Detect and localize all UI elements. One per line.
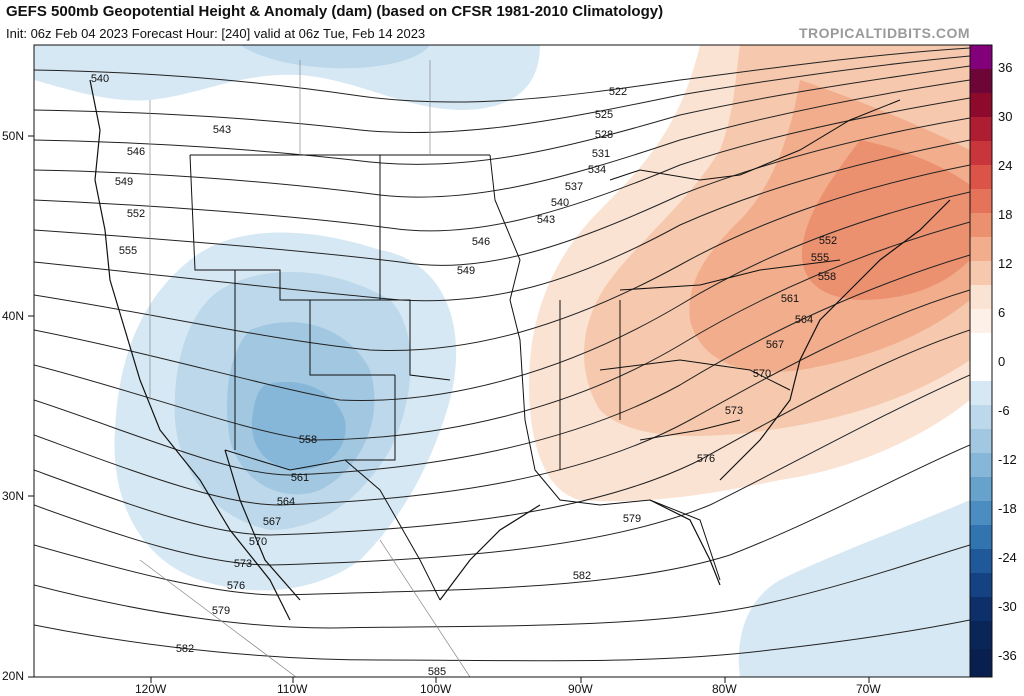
contour-label: 564 xyxy=(795,314,813,326)
colorbar-tick-label: 0 xyxy=(998,354,1005,369)
colorbar-swatch xyxy=(970,237,992,261)
colorbar-tick-label: 12 xyxy=(998,256,1012,271)
contour-label: 549 xyxy=(115,176,133,188)
contour-label: 561 xyxy=(781,293,799,305)
contour-label: 579 xyxy=(212,605,230,617)
colorbar-tick-label: -36 xyxy=(998,648,1017,663)
contour-label: 573 xyxy=(725,405,743,417)
map-title: GEFS 500mb Geopotential Height & Anomaly… xyxy=(6,3,664,20)
contour-label: 543 xyxy=(213,124,231,136)
contour-label: 546 xyxy=(127,146,145,158)
colorbar-swatch xyxy=(970,285,992,309)
latitude-label: 20N xyxy=(2,669,25,683)
contour-label: 573 xyxy=(234,558,252,570)
colorbar-tick-label: 36 xyxy=(998,60,1012,75)
anomaly-colorbar xyxy=(969,44,993,678)
colorbar-swatch xyxy=(970,189,992,213)
longitude-label: 70W xyxy=(856,682,881,696)
longitude-label: 80W xyxy=(712,682,737,696)
longitude-label: 100W xyxy=(420,682,452,696)
colorbar-swatch xyxy=(970,477,992,501)
colorbar-swatch xyxy=(970,621,992,649)
colorbar-tick-label: -12 xyxy=(998,452,1017,467)
latitude-label: 30N xyxy=(2,489,25,503)
negative-anomaly-area xyxy=(738,500,970,677)
contour-label: 540 xyxy=(551,197,569,209)
colorbar-tick-label: 18 xyxy=(998,207,1012,222)
contour-label: 525 xyxy=(595,109,613,121)
latitude-label: 50N xyxy=(2,129,25,143)
longitude-label: 90W xyxy=(568,682,593,696)
contour-label: 579 xyxy=(623,513,641,525)
colorbar-swatch xyxy=(970,69,992,93)
colorbar-tick-label: 24 xyxy=(998,158,1012,173)
positive-anomaly-area xyxy=(801,140,970,300)
colorbar-swatch xyxy=(970,649,992,677)
contour-label: 567 xyxy=(263,516,281,528)
contour-label: 546 xyxy=(472,236,490,248)
colorbar-swatch xyxy=(970,357,992,381)
contour-label: 555 xyxy=(811,252,829,264)
contour-label: 549 xyxy=(457,265,475,277)
contour-label: 558 xyxy=(299,434,317,446)
colorbar-frame xyxy=(969,44,993,678)
map-subtitle: Init: 06z Feb 04 2023 Forecast Hour: [24… xyxy=(6,26,426,41)
contour-label: 567 xyxy=(766,339,784,351)
contour-label: 570 xyxy=(753,368,771,380)
colorbar-swatch xyxy=(970,165,992,189)
negative-anomaly-area xyxy=(240,45,430,69)
colorbar-swatch xyxy=(970,141,992,165)
contour-label: 576 xyxy=(697,453,715,465)
colorbar-swatch xyxy=(970,429,992,453)
colorbar-swatch xyxy=(970,381,992,405)
contour-label: 585 xyxy=(428,666,446,678)
colorbar-swatch xyxy=(970,453,992,477)
brand-watermark: TROPICALTIDBITS.COM xyxy=(798,25,970,41)
contour-label: 552 xyxy=(127,208,145,220)
contour-label: 582 xyxy=(176,643,194,655)
negative-anomaly-area xyxy=(34,45,540,110)
latitude-label: 40N xyxy=(2,309,25,323)
contour-label: 576 xyxy=(227,580,245,592)
colorbar-swatch xyxy=(970,45,992,69)
colorbar-swatch xyxy=(970,549,992,573)
longitude-label: 120W xyxy=(135,682,167,696)
contour-label: 543 xyxy=(537,214,555,226)
contour-label: 531 xyxy=(592,148,610,160)
colorbar-swatch xyxy=(970,501,992,525)
colorbar-swatch xyxy=(970,597,992,621)
colorbar-swatch xyxy=(970,525,992,549)
contour-label: 570 xyxy=(249,536,267,548)
contour-label: 555 xyxy=(119,245,137,257)
colorbar-swatch xyxy=(970,117,992,141)
colorbar-swatch xyxy=(970,213,992,237)
contour-label: 558 xyxy=(818,271,836,283)
colorbar-swatch xyxy=(970,261,992,285)
contour-label: 534 xyxy=(588,164,606,176)
contour-label: 537 xyxy=(565,181,583,193)
colorbar-tick-label: -6 xyxy=(998,403,1010,418)
colorbar-tick-label: 30 xyxy=(998,109,1012,124)
contour-label: 522 xyxy=(609,86,627,98)
contour-label: 561 xyxy=(291,472,309,484)
colorbar-swatch xyxy=(970,405,992,429)
colorbar-swatch xyxy=(970,93,992,117)
colorbar-swatch xyxy=(970,573,992,597)
colorbar-tick-label: -18 xyxy=(998,501,1017,516)
contour-label: 552 xyxy=(819,235,837,247)
contour-label: 540 xyxy=(91,73,109,85)
longitude-label: 110W xyxy=(277,682,308,696)
colorbar-swatch xyxy=(970,309,992,333)
colorbar-tick-label: -24 xyxy=(998,550,1017,565)
colorbar-swatch xyxy=(970,333,992,357)
colorbar-tick-label: -30 xyxy=(998,599,1017,614)
contour-label: 582 xyxy=(573,570,591,582)
contour-label: 564 xyxy=(277,496,295,508)
contour-label: 528 xyxy=(595,129,613,141)
negative-anomaly-area xyxy=(251,381,346,470)
colorbar-tick-label: 6 xyxy=(998,305,1005,320)
